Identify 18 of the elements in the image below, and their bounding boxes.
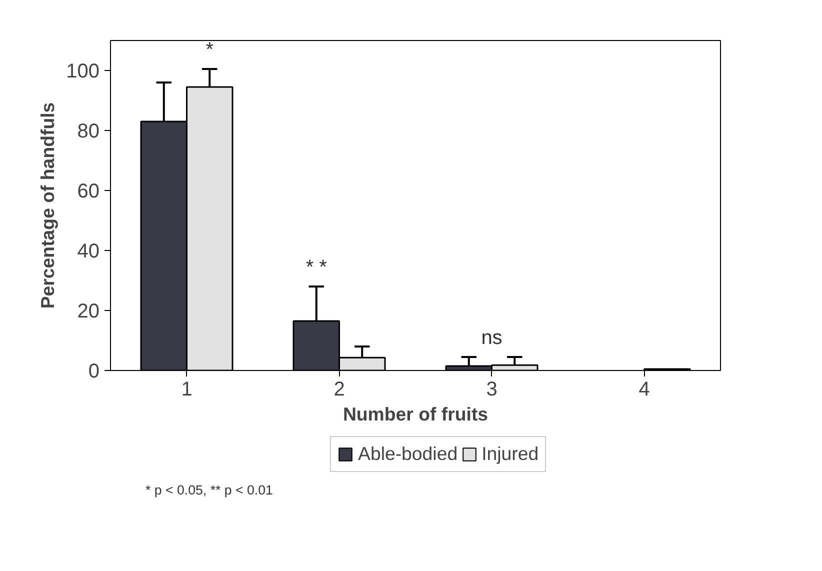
x-tick-label: 1 [181, 378, 192, 400]
y-axis-title: Percentage of handfuls [37, 102, 58, 309]
y-tick-label: 40 [77, 240, 100, 262]
text: * p < 0.05, ** p < 0.01 [146, 482, 273, 498]
x-tick-label: 2 [334, 378, 345, 400]
x-axis-title: Number of fruits [342, 404, 488, 424]
legend-label: Injured [482, 443, 539, 465]
y-tick-label: 20 [77, 300, 100, 322]
y-tick-label: 60 [77, 180, 100, 202]
y-tick-label: 100 [66, 60, 100, 82]
annotation: * * [306, 256, 328, 278]
x-tick-label: 4 [638, 378, 650, 400]
annotation: * [206, 39, 214, 61]
x-tick-label: 3 [486, 378, 498, 400]
y-tick-label: 80 [77, 120, 100, 142]
legend-label: Able-bodied [358, 443, 458, 465]
y-tick-label: 0 [88, 360, 100, 382]
annotation: ns [481, 327, 502, 349]
